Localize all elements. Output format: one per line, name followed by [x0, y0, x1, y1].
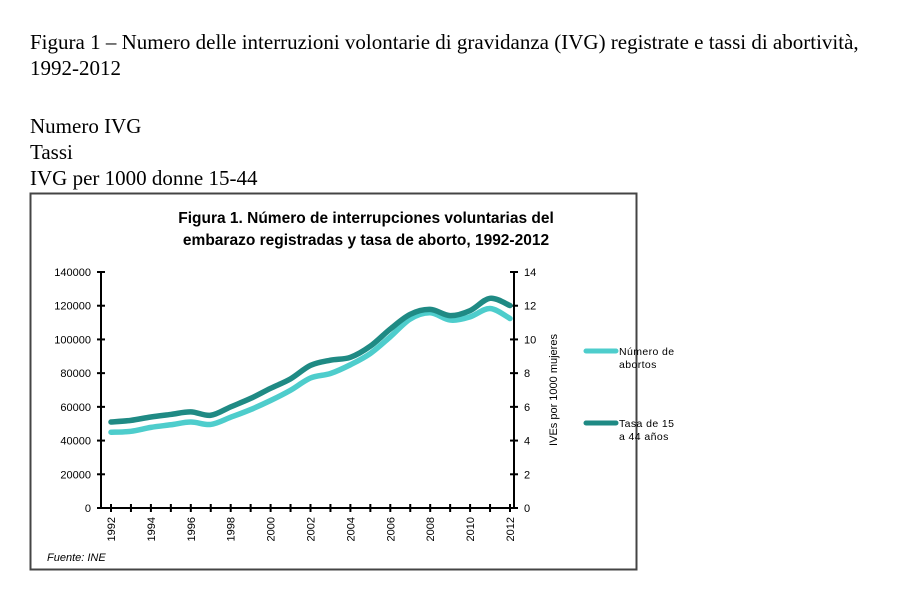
y-tick-label: 60000 [60, 402, 91, 414]
x-tick-label: 2002 [306, 517, 318, 541]
document-caption: Figura 1 – Numero delle interruzioni vol… [30, 30, 859, 80]
source-note: Fuente: INE [47, 552, 106, 564]
y2-tick-label: 14 [524, 267, 536, 279]
y2-tick-label: 4 [524, 436, 530, 448]
x-tick-label: 2006 [385, 517, 397, 541]
x-tick-label: 1998 [226, 517, 238, 541]
legend-label-0: Número de [619, 346, 675, 358]
y-tick-label: 40000 [60, 436, 91, 448]
y-tick-label: 100000 [54, 334, 91, 346]
x-tick-label: 2008 [425, 517, 437, 541]
legend-label-1: Tasa de 15 [619, 418, 674, 430]
x-tick-label: 2004 [345, 517, 357, 541]
y-tick-label: 0 [85, 503, 91, 515]
y2-tick-label: 10 [524, 334, 536, 346]
y2-tick-label: 0 [524, 503, 530, 515]
y-tick-label: 80000 [60, 368, 91, 380]
x-tick-label: 1996 [186, 517, 198, 541]
label-tassi: Tassi [30, 140, 73, 164]
x-tick-label: 2010 [465, 517, 477, 541]
y-tick-label: 120000 [54, 301, 91, 313]
chart-title-line2: embarazo registradas y tasa de aborto, 1… [183, 232, 549, 249]
x-tick-label: 1992 [106, 517, 118, 541]
y-tick-label: 140000 [54, 267, 91, 279]
x-tick-label: 2012 [505, 517, 517, 541]
legend-label-0: abortos [619, 359, 657, 371]
y2-tick-label: 6 [524, 402, 530, 414]
y2-tick-label: 2 [524, 469, 530, 481]
x-tick-label: 1994 [146, 517, 158, 541]
chart-title-line1: Figura 1. Número de interrupciones volun… [178, 210, 554, 227]
chart-frame [29, 192, 638, 571]
y2-tick-label: 12 [524, 301, 536, 313]
y2-axis-label: IVEs por 1000 mujeres [548, 334, 560, 446]
legend-label-1: a 44 años [619, 431, 669, 443]
y2-tick-label: 8 [524, 368, 530, 380]
x-tick-label: 2000 [266, 517, 278, 541]
label-tassi-unit: IVG per 1000 donne 15-44 [30, 166, 258, 190]
label-numero-ivg: Numero IVG [30, 114, 142, 138]
y-tick-label: 20000 [60, 469, 91, 481]
